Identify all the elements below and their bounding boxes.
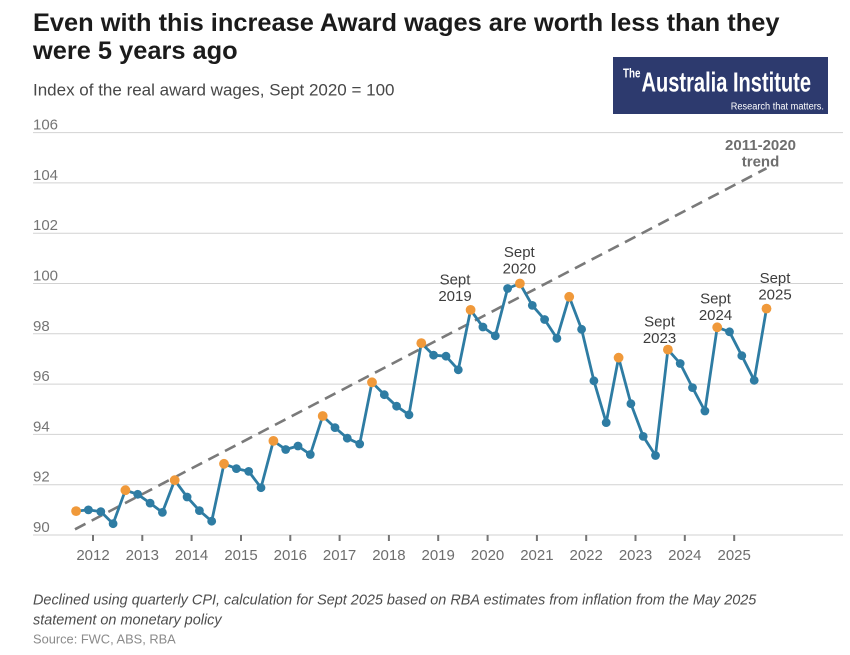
svg-text:Research that matters.: Research that matters.: [731, 102, 824, 113]
svg-text:92: 92: [33, 469, 50, 486]
svg-text:2011-2020: 2011-2020: [725, 137, 796, 154]
svg-text:Index of the real award wages,: Index of the real award wages, Sept 2020…: [33, 81, 395, 100]
svg-text:2012: 2012: [76, 547, 109, 564]
svg-text:2019: 2019: [422, 547, 455, 564]
svg-text:statement on monetary policy: statement on monetary policy: [33, 613, 222, 629]
svg-text:2023: 2023: [619, 547, 652, 564]
svg-text:2019: 2019: [438, 288, 471, 305]
svg-text:2016: 2016: [274, 547, 307, 564]
svg-text:2020: 2020: [503, 260, 536, 277]
svg-text:2025: 2025: [718, 547, 751, 564]
svg-text:2021: 2021: [520, 547, 553, 564]
svg-text:2023: 2023: [643, 330, 676, 347]
svg-text:90: 90: [33, 519, 50, 536]
svg-text:104: 104: [33, 167, 58, 184]
svg-text:Australia Institute: Australia Institute: [642, 66, 812, 97]
svg-text:trend: trend: [742, 154, 780, 171]
svg-text:Sept: Sept: [504, 244, 536, 261]
svg-text:Sept: Sept: [440, 272, 472, 289]
svg-text:2020: 2020: [471, 547, 504, 564]
svg-text:Source: FWC, ABS, RBA: Source: FWC, ABS, RBA: [33, 632, 176, 647]
svg-text:Sept: Sept: [700, 291, 732, 308]
svg-text:Declined using quarterly CPI,: Declined using quarterly CPI, calculatio…: [33, 593, 757, 609]
svg-text:2024: 2024: [668, 547, 701, 564]
svg-text:Sept: Sept: [760, 270, 792, 287]
svg-text:96: 96: [33, 368, 50, 385]
svg-text:98: 98: [33, 318, 50, 335]
svg-text:2017: 2017: [323, 547, 356, 564]
svg-text:Sept: Sept: [644, 314, 676, 331]
svg-text:Even with this increase Award: Even with this increase Award wages are …: [33, 9, 779, 37]
svg-text:102: 102: [33, 217, 58, 234]
svg-text:2015: 2015: [224, 547, 257, 564]
svg-text:2014: 2014: [175, 547, 208, 564]
svg-text:100: 100: [33, 268, 58, 285]
svg-text:2024: 2024: [699, 307, 732, 324]
svg-text:2025: 2025: [758, 286, 791, 303]
svg-text:106: 106: [33, 117, 58, 134]
svg-text:94: 94: [33, 418, 50, 435]
svg-text:2018: 2018: [372, 547, 405, 564]
svg-text:2013: 2013: [126, 547, 159, 564]
svg-text:2022: 2022: [570, 547, 603, 564]
svg-text:The: The: [623, 67, 641, 81]
svg-text:were 5 years ago: were 5 years ago: [32, 37, 238, 65]
